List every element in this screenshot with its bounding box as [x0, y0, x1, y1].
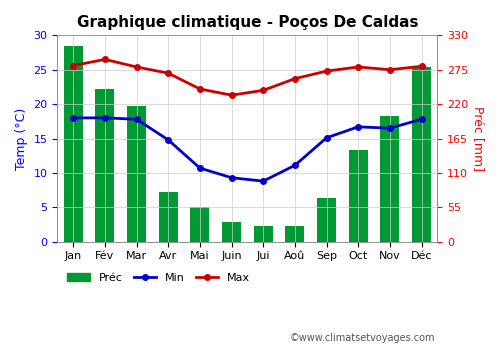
Line: Max: Max — [70, 57, 424, 98]
Text: ©www.climatsetvoyages.com: ©www.climatsetvoyages.com — [290, 333, 436, 343]
Y-axis label: Préc [mm]: Préc [mm] — [472, 106, 485, 171]
Title: Graphique climatique - Poços De Caldas: Graphique climatique - Poços De Caldas — [76, 15, 418, 30]
Line: Min: Min — [70, 115, 424, 184]
Bar — [286, 226, 304, 242]
Min — [134, 117, 140, 121]
Min — [228, 176, 234, 180]
Legend: Préc, Min, Max: Préc, Min, Max — [63, 269, 254, 288]
Max — [387, 68, 393, 72]
Min — [102, 116, 108, 120]
Bar — [158, 192, 178, 242]
Min — [165, 138, 171, 142]
Max — [228, 93, 234, 97]
Max — [418, 64, 424, 68]
Bar — [317, 198, 336, 242]
Min — [324, 136, 330, 140]
Y-axis label: Temp (°C): Temp (°C) — [15, 107, 28, 170]
Bar — [127, 106, 146, 242]
Max — [70, 63, 76, 68]
Min — [418, 117, 424, 121]
Max — [324, 69, 330, 73]
Min — [387, 126, 393, 130]
Bar — [96, 89, 114, 242]
Min — [197, 166, 203, 170]
Bar — [190, 207, 210, 242]
Bar — [64, 46, 82, 242]
Min — [355, 125, 361, 129]
Min — [292, 163, 298, 167]
Max — [355, 65, 361, 69]
Bar — [348, 150, 368, 242]
Min — [70, 116, 76, 120]
Max — [197, 87, 203, 91]
Max — [165, 71, 171, 75]
Min — [260, 179, 266, 183]
Max — [292, 77, 298, 81]
Bar — [222, 222, 241, 242]
Bar — [380, 116, 400, 242]
Bar — [412, 66, 431, 242]
Max — [134, 65, 140, 69]
Max — [260, 88, 266, 92]
Bar — [254, 226, 272, 242]
Max — [102, 57, 108, 62]
